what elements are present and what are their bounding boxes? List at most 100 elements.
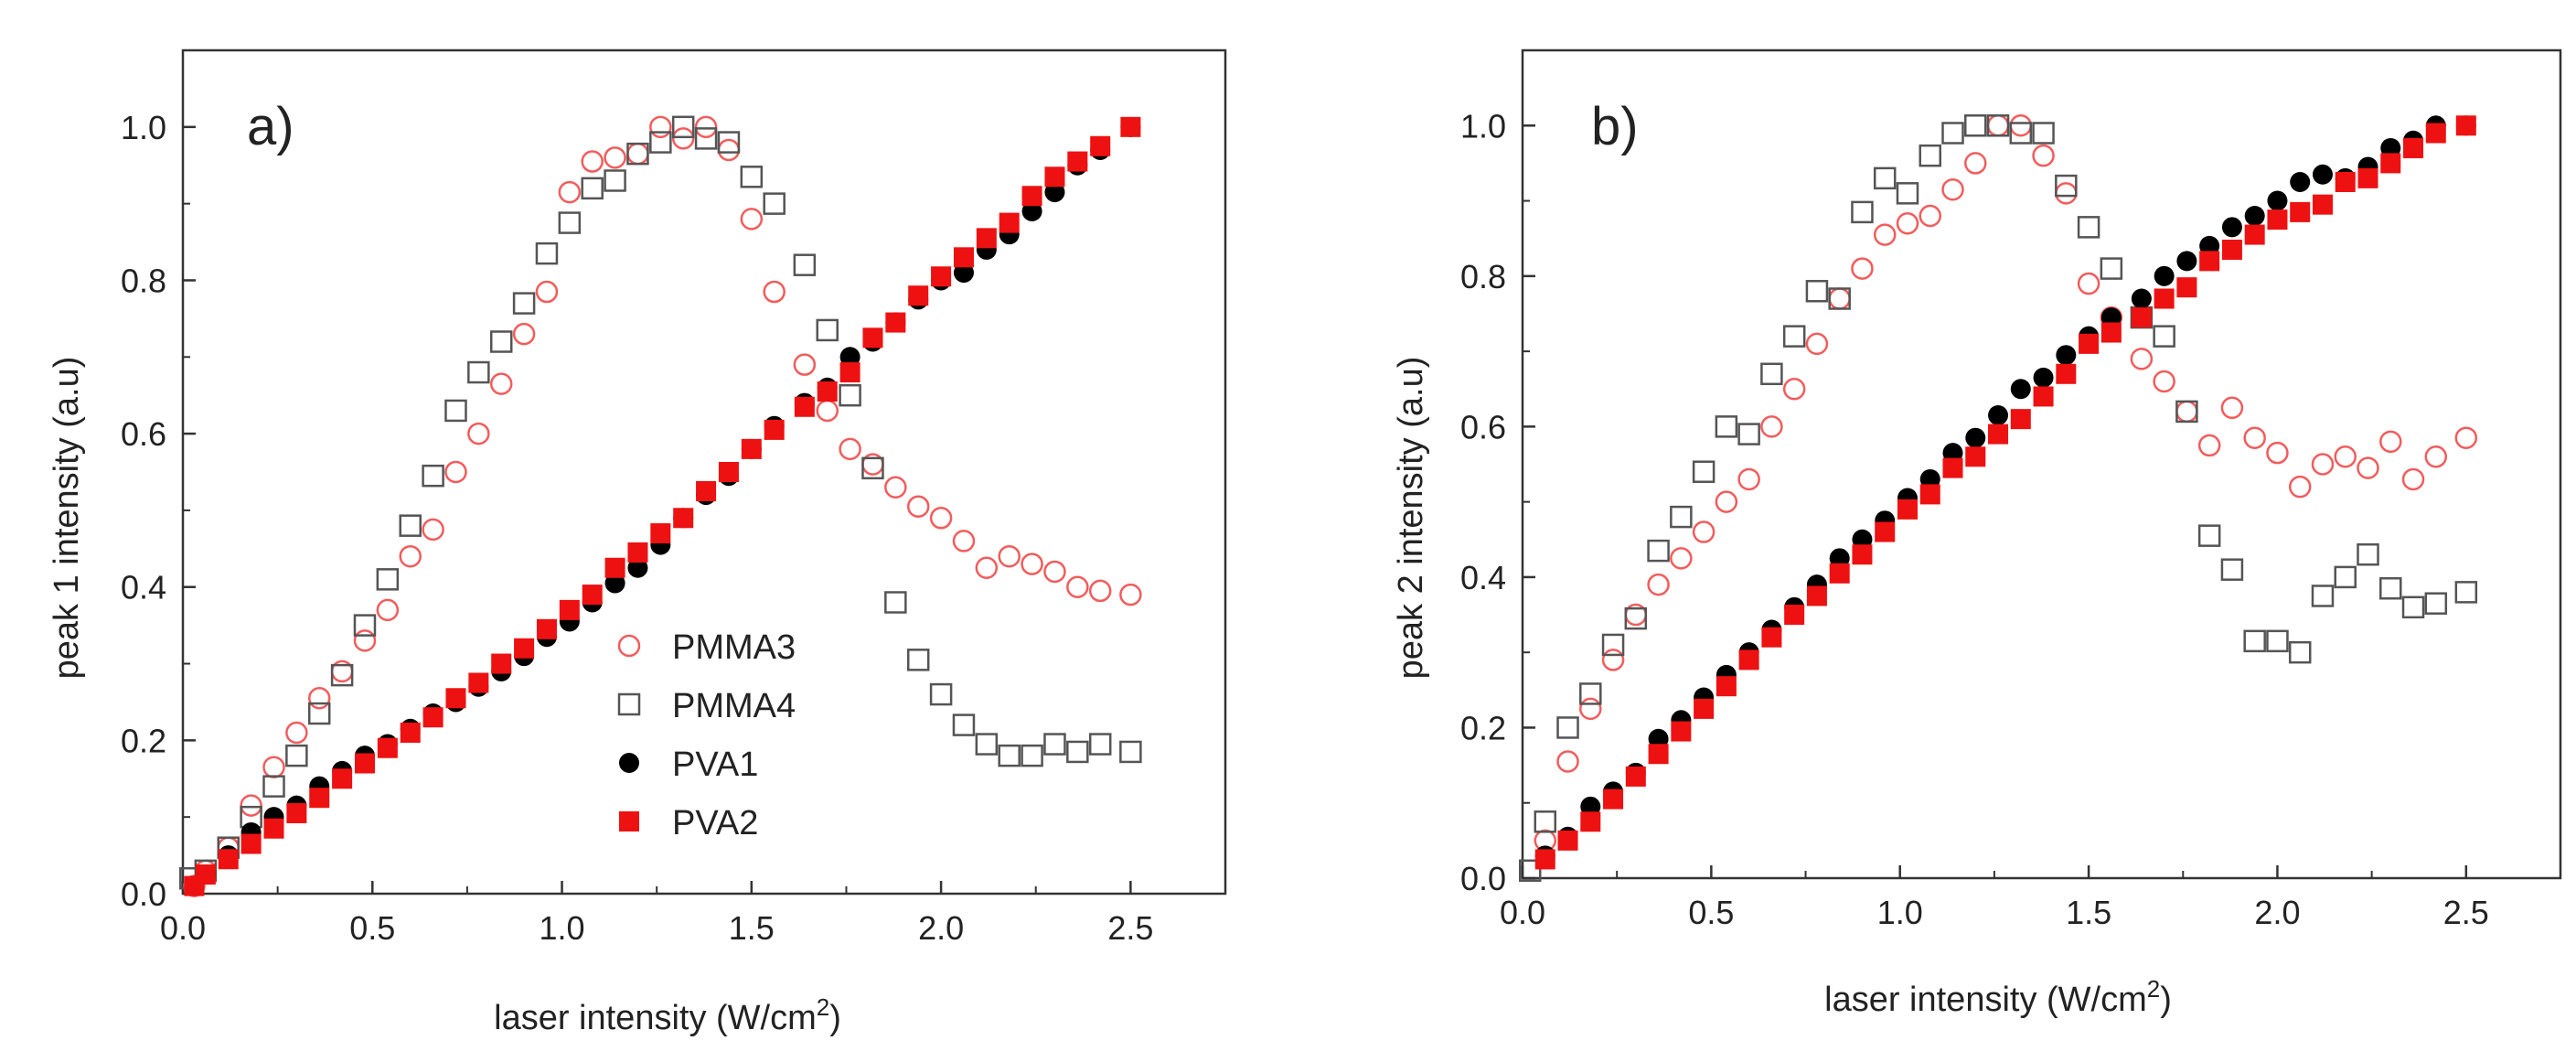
data-point-pmma3 [2220,396,2244,420]
data-point-pmma3 [1919,204,1941,228]
data-point-pva2 [627,542,648,563]
data-point-pmma3 [422,518,444,542]
data-point-pva2 [240,833,262,854]
data-point-pmma4 [2197,524,2221,547]
data-point-pmma3 [2357,456,2379,479]
data-point-pmma4 [2175,400,2198,424]
x-axis-title: laser intensity (W/cm2) [494,993,841,1037]
data-point-pmma3 [581,150,604,173]
data-point-pva2 [332,768,353,789]
legend-label-pmma4: PMMA4 [672,687,796,725]
data-point-pmma3 [1579,697,1602,721]
data-point-pva2 [1852,544,1873,565]
series-pva2 [184,116,1141,896]
data-point-pmma3 [1601,649,1625,671]
data-point-pva2 [953,247,974,268]
data-point-pva1 [2221,217,2242,238]
data-point-pva2 [400,722,421,743]
data-point-pmma4 [2311,585,2335,607]
x-tick-label: 0.5 [349,909,395,947]
y-tick-label: 1.0 [121,109,166,146]
data-point-pva1 [2267,190,2288,211]
data-point-pva2 [536,618,557,639]
data-point-pmma4 [1579,682,1602,705]
panel-a: a) peak 1 intensity (a.u) laser intensit… [48,48,1227,1037]
data-point-pmma3 [2424,445,2448,468]
x-axis-title-text: laser intensity (W/cm [1824,981,2147,1019]
x-tick-label: 2.5 [2443,894,2489,931]
data-point-pva2 [2033,386,2054,407]
data-point-pmma3 [399,544,422,568]
data-point-pva2 [2403,137,2424,158]
data-point-pva2 [445,688,466,709]
data-point-pmma4 [330,663,354,687]
x-tick-label: 0.0 [1500,894,1545,931]
data-point-pmma3 [2077,272,2100,295]
data-point-pmma3 [467,422,490,445]
data-point-pva1 [1965,427,1986,448]
data-point-pmma4 [626,142,649,166]
data-point-pva2 [764,419,785,440]
data-point-pmma3 [2153,370,2175,393]
data-point-pmma3 [2401,467,2425,491]
data-point-pmma3 [906,495,930,518]
data-point-pva2 [650,523,671,544]
data-point-pmma3 [998,544,1021,568]
data-point-pmma4 [906,649,930,671]
data-point-pmma3 [694,115,718,139]
data-point-pva1 [2056,345,2077,366]
data-point-pmma3 [307,687,331,710]
data-point-pmma3 [1715,490,1738,513]
data-point-pva2 [1694,698,1715,719]
legend-marker-pmma4 [617,692,641,716]
data-point-pmma4 [535,241,559,265]
data-point-pmma3 [558,180,582,204]
data-point-pmma4 [793,253,817,276]
data-point-pva2 [2131,307,2152,328]
data-point-pva2 [696,480,717,501]
data-point-pva2 [1919,484,1940,505]
x-tick-label: 0.0 [160,909,206,947]
x-tick-label: 2.0 [918,909,964,947]
data-point-pmma4 [1119,740,1142,764]
data-point-pmma3 [1760,415,1783,438]
data-point-pmma4 [694,127,718,150]
data-point-pmma4 [489,330,513,353]
data-point-pva2 [1942,457,1963,478]
x-axis-title-text: laser intensity (W/cm [494,999,817,1037]
panel-label: a) [247,97,294,156]
data-point-pmma4 [975,733,999,756]
data-point-pmma4 [1873,166,1897,190]
data-point-pva2 [976,228,997,249]
data-point-pva2 [2455,115,2476,136]
data-point-pmma3 [535,280,559,304]
data-point-pva2 [839,362,860,383]
data-point-pva2 [2380,153,2401,174]
data-point-pmma4 [717,131,741,154]
y-tick-label: 0.8 [121,262,166,299]
data-point-pmma4 [1760,362,1783,386]
data-point-pmma3 [1670,547,1693,570]
data-point-pmma4 [2032,122,2055,145]
data-point-pmma4 [1896,182,1919,205]
data-point-pva2 [1875,521,1896,542]
data-point-pmma3 [1782,377,1806,401]
data-point-pva1 [839,347,860,368]
data-point-pva2 [1988,424,2009,445]
data-point-pva2 [741,438,762,459]
data-point-pmma3 [1021,552,1043,575]
data-point-pmma4 [839,383,861,407]
data-point-pva2 [1044,166,1065,188]
data-point-pva2 [2154,288,2175,309]
data-point-pmma3 [2379,430,2402,454]
data-point-pva2 [2244,224,2265,245]
data-point-pva2 [718,462,739,482]
data-point-pva1 [1988,405,2009,426]
data-point-pva2 [885,312,906,333]
data-point-pva1 [2176,251,2197,272]
legend-label-pva1: PVA1 [672,746,758,784]
data-point-pmma4 [285,744,308,767]
data-point-pva2 [491,653,512,674]
data-point-pmma3 [671,127,695,150]
